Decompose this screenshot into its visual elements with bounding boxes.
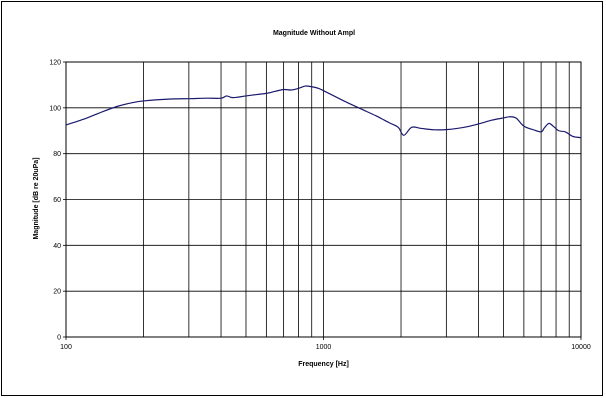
y-axis-label: Magnitude [dB re 20uPa] <box>33 157 40 239</box>
y-tick-label: 40 <box>53 243 61 250</box>
y-tick-label: 0 <box>57 335 61 342</box>
y-tick-label: 60 <box>53 197 61 204</box>
series-group <box>65 85 582 139</box>
x-axis-label: Frequency [Hz] <box>298 361 349 368</box>
y-tick-label: 20 <box>53 289 61 296</box>
y-tick-label: 120 <box>49 60 61 67</box>
x-tick-label: 100 <box>60 344 72 351</box>
axis-ticks: 0 20 40 60 80 100 120 100 1000 10000 <box>49 60 591 352</box>
x-tick-label: 1000 <box>316 344 332 351</box>
chart-title: Magnitude Without Ampl <box>273 30 355 37</box>
y-tick-label: 80 <box>53 151 61 158</box>
y-tick-label: 100 <box>49 105 61 112</box>
x-tick-label: 10000 <box>571 344 591 351</box>
series-line <box>65 85 582 139</box>
grid-lines <box>66 61 581 338</box>
